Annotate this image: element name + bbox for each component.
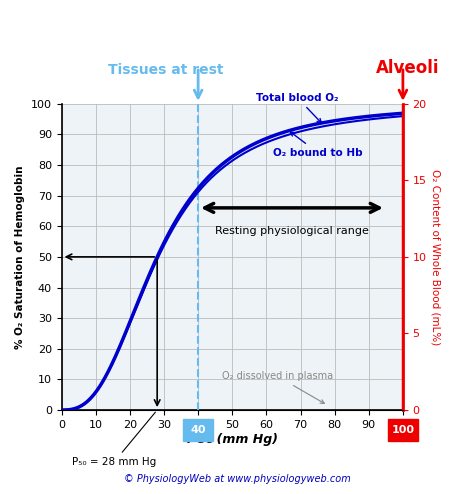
- Text: 100: 100: [392, 425, 414, 435]
- X-axis label: PO₂ (mm Hg): PO₂ (mm Hg): [187, 433, 278, 446]
- Y-axis label: % O₂ Saturation of Hemoglobin: % O₂ Saturation of Hemoglobin: [15, 165, 25, 349]
- Text: Resting physiological range: Resting physiological range: [215, 226, 369, 236]
- FancyBboxPatch shape: [388, 419, 418, 441]
- Text: P₅₀ = 28 mm Hg: P₅₀ = 28 mm Hg: [72, 412, 156, 467]
- Text: © PhysiologyWeb at www.physiologyweb.com: © PhysiologyWeb at www.physiologyweb.com: [124, 474, 350, 484]
- Text: 40: 40: [191, 425, 206, 435]
- Text: Tissues at rest: Tissues at rest: [108, 63, 224, 77]
- Text: Total blood O₂: Total blood O₂: [256, 93, 338, 123]
- Y-axis label: O₂ Content of Whole Blood (mL%): O₂ Content of Whole Blood (mL%): [431, 169, 441, 345]
- Text: O₂ dissolved in plasma: O₂ dissolved in plasma: [222, 371, 333, 404]
- FancyBboxPatch shape: [183, 419, 213, 441]
- Text: Alveoli: Alveoli: [376, 59, 439, 77]
- Text: O₂ bound to Hb: O₂ bound to Hb: [273, 132, 363, 158]
